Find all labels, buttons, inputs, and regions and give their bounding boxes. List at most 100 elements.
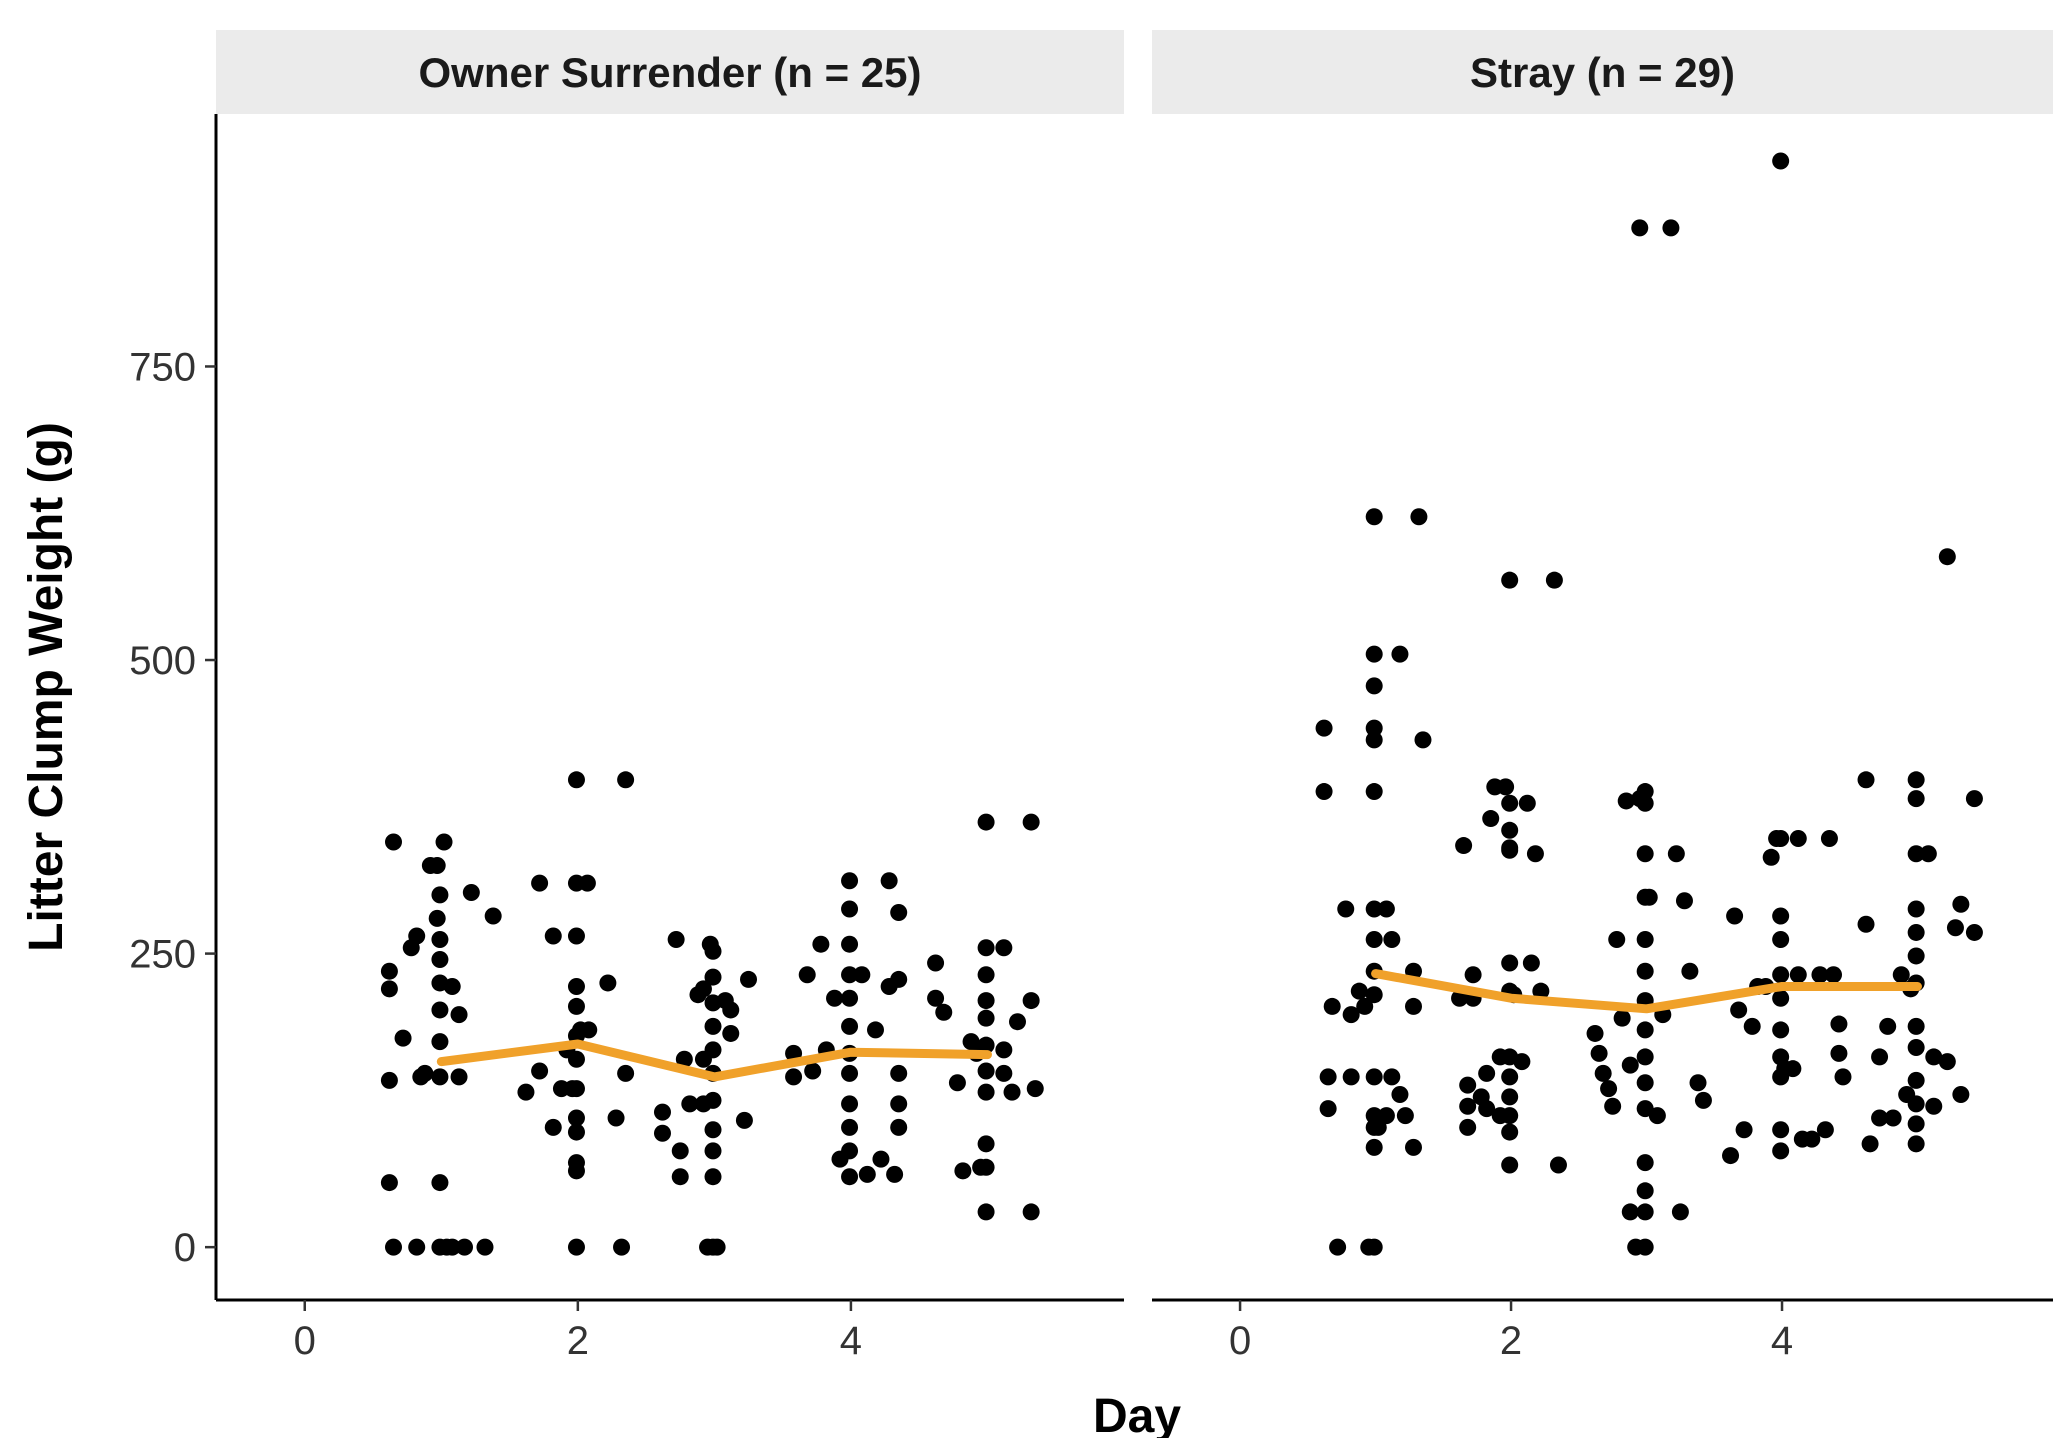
data-point [617,771,634,788]
data-point [1513,1053,1530,1070]
data-point [841,900,858,917]
data-point [395,1030,412,1047]
data-point [1523,954,1540,971]
data-point [709,1239,726,1256]
facet-strip-label: Stray (n = 29) [1470,49,1735,96]
data-point [1519,795,1536,812]
data-point [1893,966,1910,983]
data-point [1952,1086,1969,1103]
data-point [705,1142,722,1159]
data-point [1649,1107,1666,1124]
data-point [978,1084,995,1101]
data-point [1637,1021,1654,1038]
data-point [599,974,616,991]
data-point [1410,508,1427,525]
data-point [1772,1021,1789,1038]
data-point [1908,771,1925,788]
data-point [1695,1092,1712,1109]
data-point [1637,1203,1654,1220]
data-point [1772,152,1789,169]
data-point [978,1203,995,1220]
data-point [890,1119,907,1136]
data-point [1027,1080,1044,1097]
data-point [617,1065,634,1082]
data-point [1858,916,1875,933]
data-point [1784,1060,1801,1077]
data-point [1591,1045,1608,1062]
data-point [613,1239,630,1256]
data-point [568,1080,585,1097]
data-point [1952,896,1969,913]
data-point [872,1151,889,1168]
data-point [1858,771,1875,788]
data-point [859,1166,876,1183]
data-point [705,969,722,986]
data-point [568,998,585,1015]
data-point [1908,1135,1925,1152]
data-point [1772,908,1789,925]
data-point [1546,572,1563,589]
data-point [890,1095,907,1112]
data-point [1908,900,1925,917]
data-point [1405,1139,1422,1156]
data-point [568,978,585,995]
data-point [1637,1239,1654,1256]
data-point [1730,1001,1747,1018]
data-point [1465,966,1482,983]
data-point [568,927,585,944]
data-point [1637,1074,1654,1091]
facet-panel: Owner Surrender (n = 25)0 2 40250500750 [129,30,1124,1363]
data-point [1366,783,1383,800]
data-point [1690,1074,1707,1091]
data-point [890,904,907,921]
data-point [1834,1068,1851,1085]
data-point [1343,1068,1360,1085]
data-point [429,910,446,927]
data-point [841,990,858,1007]
y-tick-label: 750 [129,345,196,389]
data-point [1501,572,1518,589]
data-point [1337,900,1354,917]
data-point [1763,849,1780,866]
data-point [1622,1203,1639,1220]
data-point [978,1010,995,1027]
data-point [1744,1018,1761,1035]
data-point [886,1166,903,1183]
data-point [1023,814,1040,831]
data-point [705,1121,722,1138]
data-point [1614,1010,1631,1027]
data-point [381,1174,398,1191]
data-point [654,1125,671,1142]
data-point [1604,1098,1621,1115]
x-tick-label: 2 [567,1319,589,1363]
data-point [1501,1068,1518,1085]
data-point [429,857,446,874]
data-point [408,927,425,944]
data-point [736,1112,753,1129]
data-point [1324,998,1341,1015]
data-point [705,1018,722,1035]
y-tick-label: 0 [174,1226,196,1270]
data-point [740,971,757,988]
data-point [1587,1025,1604,1042]
data-point [1662,219,1679,236]
data-point [1600,1080,1617,1097]
data-point [1920,845,1937,862]
data-point [881,872,898,889]
data-point [463,884,480,901]
data-point [1608,931,1625,948]
data-point [1862,1135,1879,1152]
panels-layer: Owner Surrender (n = 25) 0 2 4 0 250 500 750 Str… [129,30,2053,1363]
data-point [1821,830,1838,847]
data-point [935,1004,952,1021]
data-point [436,834,453,851]
data-point [1366,1068,1383,1085]
data-point [1501,842,1518,859]
data-point [545,927,562,944]
data-point [385,834,402,851]
data-point [1676,892,1693,909]
data-point [1329,1239,1346,1256]
data-point [1772,1121,1789,1138]
data-point [1908,947,1925,964]
data-point [1501,822,1518,839]
